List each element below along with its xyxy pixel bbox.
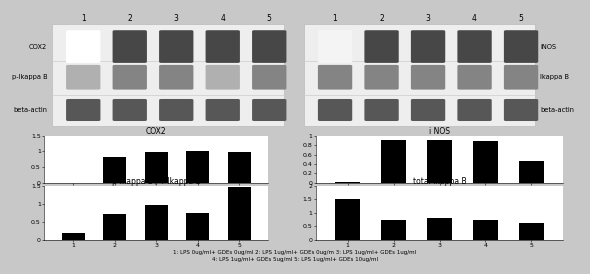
Text: beta-actin: beta-actin [13, 107, 47, 113]
FancyBboxPatch shape [252, 99, 286, 121]
Text: 5: 5 [267, 14, 271, 23]
Bar [186, 213, 209, 240]
Bar [473, 220, 498, 240]
FancyBboxPatch shape [113, 99, 147, 121]
FancyBboxPatch shape [159, 99, 194, 121]
FancyBboxPatch shape [66, 65, 100, 90]
FancyBboxPatch shape [504, 65, 538, 90]
FancyBboxPatch shape [66, 99, 100, 121]
Text: 1: 1 [81, 14, 86, 23]
Bar [519, 223, 544, 240]
Bar [228, 187, 251, 240]
FancyBboxPatch shape [318, 65, 352, 90]
Text: 2: 2 [379, 14, 384, 23]
Bar [519, 161, 544, 183]
Title: i NOS: i NOS [429, 127, 450, 136]
Bar [473, 141, 498, 183]
Text: 5: 5 [519, 14, 523, 23]
FancyBboxPatch shape [365, 99, 399, 121]
Bar [335, 199, 360, 240]
Bar [381, 220, 407, 240]
Text: 1: LPS 0ug/ml+ GDEs 0ug/ml 2: LPS 1ug/ml+ GDEs 0ug/m 3: LPS 1ug/ml+ GDEs 1ug/ml
: 1: LPS 0ug/ml+ GDEs 0ug/ml 2: LPS 1ug/ml… [173, 250, 417, 262]
FancyBboxPatch shape [66, 30, 100, 63]
Text: 3: 3 [425, 14, 431, 23]
Bar [103, 214, 126, 240]
FancyBboxPatch shape [504, 99, 538, 121]
FancyBboxPatch shape [411, 65, 445, 90]
Text: COX2: COX2 [29, 44, 47, 50]
Bar [304, 24, 535, 126]
FancyBboxPatch shape [205, 30, 240, 63]
Text: beta-actin: beta-actin [540, 107, 574, 113]
Text: 2: 2 [127, 14, 132, 23]
Bar [62, 233, 85, 240]
Text: 4: 4 [472, 14, 477, 23]
Text: 1: 1 [333, 14, 337, 23]
FancyBboxPatch shape [457, 99, 491, 121]
FancyBboxPatch shape [411, 99, 445, 121]
FancyBboxPatch shape [318, 99, 352, 121]
FancyBboxPatch shape [318, 30, 352, 63]
FancyBboxPatch shape [504, 30, 538, 63]
FancyBboxPatch shape [252, 30, 286, 63]
Bar [145, 206, 168, 240]
Bar [145, 152, 168, 183]
Text: iNOS: iNOS [540, 44, 556, 50]
Bar [427, 140, 452, 183]
FancyBboxPatch shape [159, 30, 194, 63]
FancyBboxPatch shape [113, 30, 147, 63]
Bar [427, 218, 452, 240]
FancyBboxPatch shape [365, 65, 399, 90]
Title: COX2: COX2 [146, 127, 166, 136]
FancyBboxPatch shape [159, 65, 194, 90]
FancyBboxPatch shape [205, 99, 240, 121]
Title: p-Ikappa B / T Ikappa B: p-Ikappa B / T Ikappa B [112, 176, 201, 185]
Text: p-Ikappa B: p-Ikappa B [12, 74, 47, 80]
FancyBboxPatch shape [457, 30, 491, 63]
Text: 3: 3 [174, 14, 179, 23]
FancyBboxPatch shape [205, 65, 240, 90]
Text: 4: 4 [220, 14, 225, 23]
Text: Ikappa B: Ikappa B [540, 74, 569, 80]
Bar [381, 140, 407, 183]
FancyBboxPatch shape [457, 65, 491, 90]
FancyBboxPatch shape [113, 65, 147, 90]
FancyBboxPatch shape [365, 30, 399, 63]
Bar [228, 152, 251, 183]
FancyBboxPatch shape [252, 65, 286, 90]
Title: total Ikappa B: total Ikappa B [413, 176, 466, 185]
Bar [103, 157, 126, 183]
Bar [186, 151, 209, 183]
Bar [335, 182, 360, 183]
FancyBboxPatch shape [411, 30, 445, 63]
Bar [52, 24, 284, 126]
